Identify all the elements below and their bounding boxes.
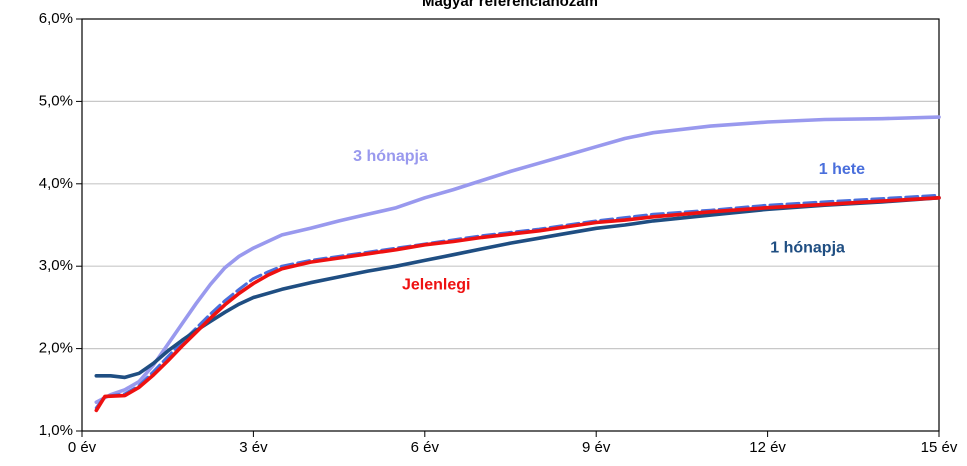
series-label-jelenlegi: Jelenlegi [402, 276, 470, 293]
series-lines [94, 115, 941, 413]
series-label-1-hete: 1 hete [819, 161, 865, 178]
y-tick-label: 1,0% [39, 422, 73, 439]
x-tick-label: 9 év [582, 439, 611, 456]
y-tick-label: 6,0% [39, 10, 73, 27]
series-line-1-hónapja [94, 196, 941, 380]
x-tick-label: 6 év [411, 439, 440, 456]
y-tick-label: 4,0% [39, 175, 73, 192]
plot-area [81, 18, 940, 432]
chart-title: Magyar referenciahozam [422, 0, 598, 10]
y-tick-label: 5,0% [39, 92, 73, 109]
series-label-1-hónapja: 1 hónapja [770, 239, 845, 256]
x-tick-label: 3 év [239, 439, 268, 456]
y-tick-label: 2,0% [39, 340, 73, 357]
series-line-3-hónapja [94, 115, 941, 405]
x-tick-label: 0 év [68, 439, 97, 456]
y-axis: 1,0% 2,0% 3,0% 4,0% 5,0% 6,0% [39, 10, 82, 439]
x-tick-label: 12 év [749, 439, 786, 456]
x-tick-label: 15 év [921, 439, 958, 456]
series-line-jelenlegi [94, 196, 941, 413]
x-axis: 0 év 3 év 6 év 9 év 12 év 15 év [68, 431, 958, 456]
gridlines [82, 100, 939, 350]
series-labels: 3 hónapja 1 hete 1 hónapja Jelenlegi [353, 148, 865, 294]
series-line-1-hete [94, 193, 941, 410]
y-tick-label: 3,0% [39, 257, 73, 274]
series-label-3-hónapja: 3 hónapja [353, 148, 428, 165]
